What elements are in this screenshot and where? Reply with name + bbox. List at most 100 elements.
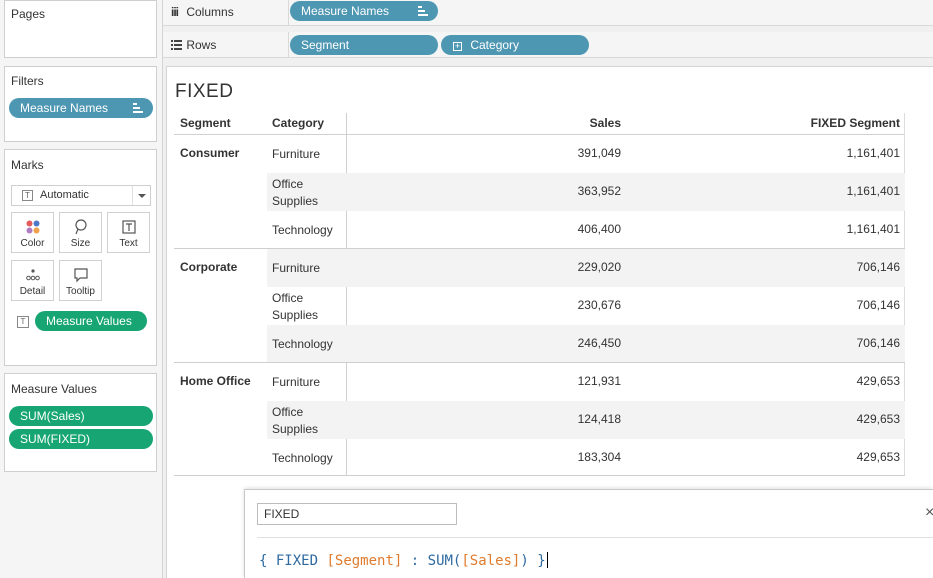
columns-pill-label: Measure Names	[301, 4, 390, 18]
formula-dimension: [Segment]	[326, 553, 403, 569]
category-cell[interactable]: Furniture	[272, 261, 321, 275]
chevron-down-icon[interactable]	[132, 186, 150, 205]
header-fixed-segment[interactable]: FIXED Segment	[810, 116, 900, 130]
rows-pill-category[interactable]: + Category	[441, 35, 589, 55]
detail-label: Detail	[19, 286, 46, 297]
sales-cell: 124,418	[577, 412, 621, 426]
calculation-editor: FIXED × { FIXED [Segment] : SUM([Sales])…	[244, 489, 933, 578]
rows-pill-segment[interactable]: Segment	[290, 35, 438, 55]
rows-shelf-label: Rows	[171, 38, 216, 53]
header-segment[interactable]: Segment	[180, 116, 231, 130]
columns-shelf-label: iii Columns	[171, 5, 234, 19]
formula-close-brace: }	[537, 553, 546, 569]
rows-icon	[171, 39, 183, 53]
pages-card[interactable]: Pages	[4, 0, 157, 58]
category-cell[interactable]: Furniture	[272, 375, 321, 389]
measure-values-title: Measure Values	[11, 382, 97, 396]
columns-icon: iii	[171, 5, 179, 19]
tooltip-button[interactable]: Tooltip	[59, 260, 102, 301]
color-dots-icon	[12, 219, 53, 235]
sales-cell: 230,676	[577, 298, 621, 312]
measure-value-label: SUM(FIXED)	[20, 432, 90, 446]
header-category[interactable]: Category	[272, 116, 325, 130]
pages-title: Pages	[11, 7, 46, 21]
sales-cell: 183,304	[577, 450, 621, 464]
rows-label: Rows	[186, 38, 217, 52]
header-sales[interactable]: Sales	[589, 116, 621, 130]
filters-card[interactable]: Filters Measure Names	[4, 66, 157, 142]
formula-keyword: FIXED	[275, 553, 319, 569]
segment-consumer[interactable]: Consumer	[180, 146, 240, 160]
filter-pill-label: Measure Names	[20, 101, 109, 115]
formula-function: SUM(	[427, 553, 462, 569]
marks-card: Marks T Automatic Color Size Text	[4, 149, 157, 366]
marks-pill-label: Measure Values	[46, 314, 132, 328]
sort-icon	[418, 6, 428, 16]
measure-value-pill-sales[interactable]: SUM(Sales)	[9, 406, 153, 426]
columns-label: Columns	[186, 5, 234, 19]
filter-pill-measure-names[interactable]: Measure Names	[9, 98, 153, 118]
rows-pill-label: Category	[470, 38, 520, 52]
fixed-cell: 1,161,401	[846, 184, 900, 198]
fixed-cell: 1,161,401	[846, 222, 900, 236]
filters-title: Filters	[11, 74, 44, 88]
measure-value-pill-fixed[interactable]: SUM(FIXED)	[9, 429, 153, 449]
formula-measure: [Sales]	[461, 553, 521, 569]
fixed-cell: 706,146	[856, 298, 900, 312]
measure-value-label: SUM(Sales)	[20, 409, 85, 423]
tooltip-label: Tooltip	[66, 286, 95, 297]
marks-pill-measure-values[interactable]: Measure Values	[35, 311, 147, 331]
fixed-cell: 429,653	[856, 450, 900, 464]
detail-dots-icon	[12, 267, 53, 283]
text-encoding-icon: T	[17, 316, 29, 328]
sales-cell: 406,400	[577, 222, 621, 236]
formula-open-brace: {	[259, 553, 268, 569]
text-mark-icon: T	[22, 190, 33, 201]
color-button[interactable]: Color	[11, 212, 54, 253]
size-lasso-icon	[60, 219, 101, 235]
category-cell[interactable]: Furniture	[272, 147, 321, 161]
sales-cell: 363,952	[577, 184, 621, 198]
mark-type-dropdown[interactable]: T Automatic	[11, 185, 151, 206]
marks-title: Marks	[11, 158, 44, 172]
sales-cell: 229,020	[577, 260, 621, 274]
category-cell[interactable]: Office Supplies	[272, 177, 319, 208]
category-cell[interactable]: Technology	[272, 337, 333, 351]
fixed-cell: 429,653	[856, 412, 900, 426]
calc-formula-editor[interactable]: { FIXED [Segment] : SUM([Sales]) }	[259, 552, 548, 569]
color-label: Color	[20, 238, 45, 249]
fixed-cell: 706,146	[856, 260, 900, 274]
sales-cell: 121,931	[577, 374, 621, 388]
measure-values-card: Measure Values SUM(Sales) SUM(FIXED)	[4, 373, 157, 472]
calc-name-input[interactable]: FIXED	[257, 503, 457, 525]
category-cell[interactable]: Technology	[272, 451, 333, 465]
segment-home-office[interactable]: Home Office	[180, 374, 251, 388]
rows-pill-label: Segment	[301, 38, 350, 52]
rows-shelf[interactable]: Rows Segment + Category	[163, 32, 933, 58]
segment-corporate[interactable]: Corporate	[180, 260, 238, 274]
category-cell[interactable]: Office Supplies	[272, 291, 319, 322]
columns-pill-measure-names[interactable]: Measure Names	[290, 1, 438, 21]
text-button[interactable]: Text	[107, 212, 150, 253]
detail-button[interactable]: Detail	[11, 260, 54, 301]
left-panel: Pages Filters Measure Names Marks T Auto…	[0, 0, 163, 578]
close-icon[interactable]: ×	[925, 504, 933, 520]
formula-colon: :	[410, 553, 420, 569]
fixed-cell: 706,146	[856, 336, 900, 350]
text-label: Text	[119, 238, 138, 249]
mark-type-value: Automatic	[40, 189, 89, 201]
category-cell[interactable]: Technology	[272, 223, 333, 237]
text-box-icon	[108, 219, 149, 235]
size-label: Size	[70, 238, 91, 249]
category-cell[interactable]: Office Supplies	[272, 405, 319, 436]
expand-plus-icon[interactable]: +	[453, 41, 462, 51]
tooltip-bubble-icon	[60, 267, 101, 283]
worksheet-title: FIXED	[175, 81, 234, 102]
columns-shelf[interactable]: iii Columns Measure Names	[163, 0, 933, 26]
sales-cell: 391,049	[577, 146, 621, 160]
sales-cell: 246,450	[577, 336, 621, 350]
size-button[interactable]: Size	[59, 212, 102, 253]
text-caret	[546, 552, 548, 568]
sort-icon	[133, 103, 143, 113]
fixed-cell: 1,161,401	[846, 146, 900, 160]
